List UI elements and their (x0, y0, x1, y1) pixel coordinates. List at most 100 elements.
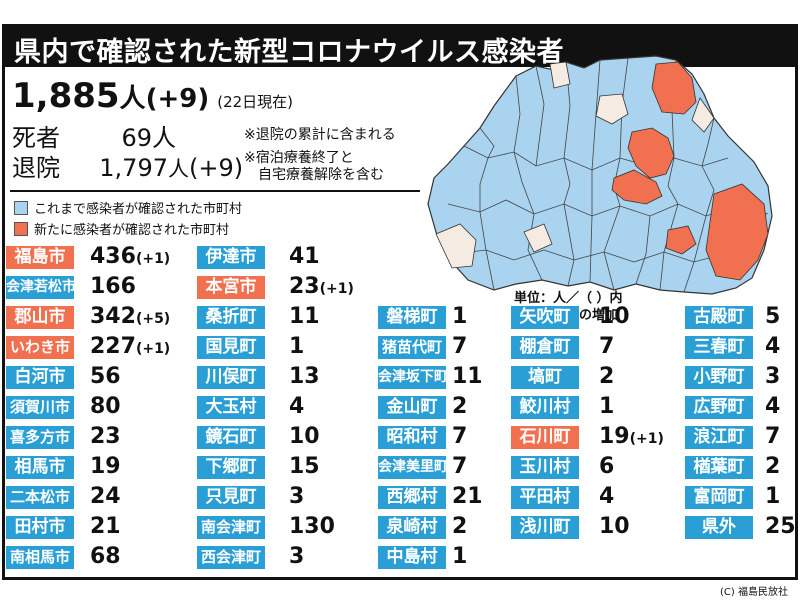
deaths-label: 死者 (12, 124, 60, 152)
municipality-count: 10 (289, 423, 320, 451)
total-cases: 1,885人(+9) (22日現在) (12, 76, 293, 116)
copyright: (C) 福島民放社 (720, 587, 788, 598)
municipality-name: 須賀川市 (6, 396, 74, 419)
legend-swatch-confirmed (14, 200, 28, 215)
legend-confirmed: これまで感染者が確認された市町村 (14, 198, 242, 217)
municipality-count: 24 (90, 483, 121, 511)
legend-new: 新たに感染者が確認された市町村 (14, 219, 229, 238)
municipality-name: 磐梯町 (378, 306, 446, 329)
municipality-name: 平田村 (511, 486, 579, 509)
municipality-count: 68 (90, 543, 121, 571)
municipality-name: 郡山市 (6, 306, 74, 329)
deaths-note: ※退院の累計に含まれる (244, 127, 396, 143)
case-count: 24 (90, 484, 121, 509)
case-count: 7 (452, 424, 468, 449)
case-count: 1 (452, 304, 468, 329)
municipality-count: 130 (289, 513, 335, 541)
municipality-count: 7 (599, 333, 614, 361)
municipality-name: 鏡石町 (197, 426, 265, 449)
municipality-count: 19(+1) (599, 423, 664, 453)
municipality-name: 県外 (685, 516, 753, 539)
municipality-name: 南相馬市 (6, 546, 74, 569)
case-count: 1 (452, 544, 468, 569)
case-count: 7 (765, 424, 781, 449)
case-count: 7 (599, 334, 615, 359)
municipality-name: 猪苗代町 (378, 336, 446, 359)
page-title: 県内で確認された新型コロナウイルス感染者 (14, 37, 564, 68)
municipality-name: 桑折町 (197, 306, 265, 329)
municipality-count: 7 (765, 423, 780, 451)
municipality-count: 25 (765, 513, 796, 541)
recovered-note: ※宿泊療養終了と 自宅療養解除を含む (244, 150, 384, 184)
case-count: 4 (289, 394, 305, 419)
municipality-name: 大玉村 (197, 396, 265, 419)
case-count: 1 (289, 334, 305, 359)
municipality-count: 23 (90, 423, 121, 451)
case-count: 5 (765, 304, 781, 329)
deaths-unit: 人 (152, 124, 176, 152)
municipality-count: 7 (452, 423, 467, 451)
municipality-name: 三春町 (685, 336, 753, 359)
case-count: 3 (765, 364, 781, 389)
case-count: 4 (599, 484, 615, 509)
municipality-count: 3 (289, 483, 304, 511)
legend-new-label: 新たに感染者が確認された市町村 (34, 223, 230, 238)
municipality-count: 436(+1) (90, 243, 170, 273)
municipality-name: 玉川村 (511, 456, 579, 479)
case-count: 3 (289, 484, 305, 509)
infographic-frame (2, 24, 798, 580)
case-diff: (+5) (135, 311, 171, 327)
recovered-unit: 人 (168, 157, 189, 181)
municipality-count: 41 (289, 243, 320, 271)
municipality-count: 1 (452, 303, 467, 331)
municipality-name: 南会津町 (197, 516, 265, 539)
case-count: 166 (90, 274, 136, 299)
municipality-count: 1 (599, 393, 614, 421)
recovered-label: 退院 (12, 154, 60, 182)
deaths-row: 死者 69人 (12, 118, 176, 153)
case-count: 3 (289, 544, 305, 569)
municipality-count: 23(+1) (289, 273, 354, 303)
municipality-count: 10 (599, 303, 630, 331)
case-count: 436 (90, 244, 136, 269)
municipality-name: 会津坂下町 (378, 366, 446, 389)
municipality-count: 3 (765, 363, 780, 391)
municipality-name: 小野町 (685, 366, 753, 389)
total-count: 1,885 (12, 76, 120, 116)
municipality-count: 4 (765, 333, 780, 361)
case-count: 13 (289, 364, 320, 389)
municipality-name: 矢吹町 (511, 306, 579, 329)
legend-confirmed-label: これまで感染者が確認された市町村 (34, 202, 243, 217)
municipality-count: 15 (289, 453, 320, 481)
deaths-value: 69 (121, 124, 152, 152)
case-count: 2 (452, 514, 468, 539)
case-count: 2 (452, 394, 468, 419)
recovered-diff: (+9) (189, 154, 244, 182)
municipality-count: 5 (765, 303, 780, 331)
case-count: 4 (765, 334, 781, 359)
municipality-count: 7 (452, 453, 467, 481)
case-count: 11 (452, 364, 483, 389)
municipality-count: 4 (765, 393, 780, 421)
case-count: 2 (599, 364, 615, 389)
as-of-date: (22日現在) (217, 93, 294, 111)
case-count: 23 (289, 274, 320, 299)
case-count: 56 (90, 364, 121, 389)
municipality-count: 1 (765, 483, 780, 511)
municipality-count: 13 (289, 363, 320, 391)
municipality-count: 7 (452, 333, 467, 361)
municipality-name: 福島市 (6, 246, 74, 269)
municipality-name: 喜多方市 (6, 426, 74, 449)
no-case-areas (435, 61, 715, 269)
case-count: 2 (765, 454, 781, 479)
municipality-count: 1 (452, 543, 467, 571)
municipality-count: 2 (599, 363, 614, 391)
municipality-count: 4 (599, 483, 614, 511)
case-count: 6 (599, 454, 615, 479)
case-diff: (+1) (629, 431, 664, 447)
municipality-count: 11 (452, 363, 483, 391)
total-diff: (+9) (145, 84, 210, 114)
case-count: 25 (765, 514, 796, 539)
municipality-name: 本宮市 (197, 276, 265, 299)
total-unit: 人 (119, 84, 146, 114)
